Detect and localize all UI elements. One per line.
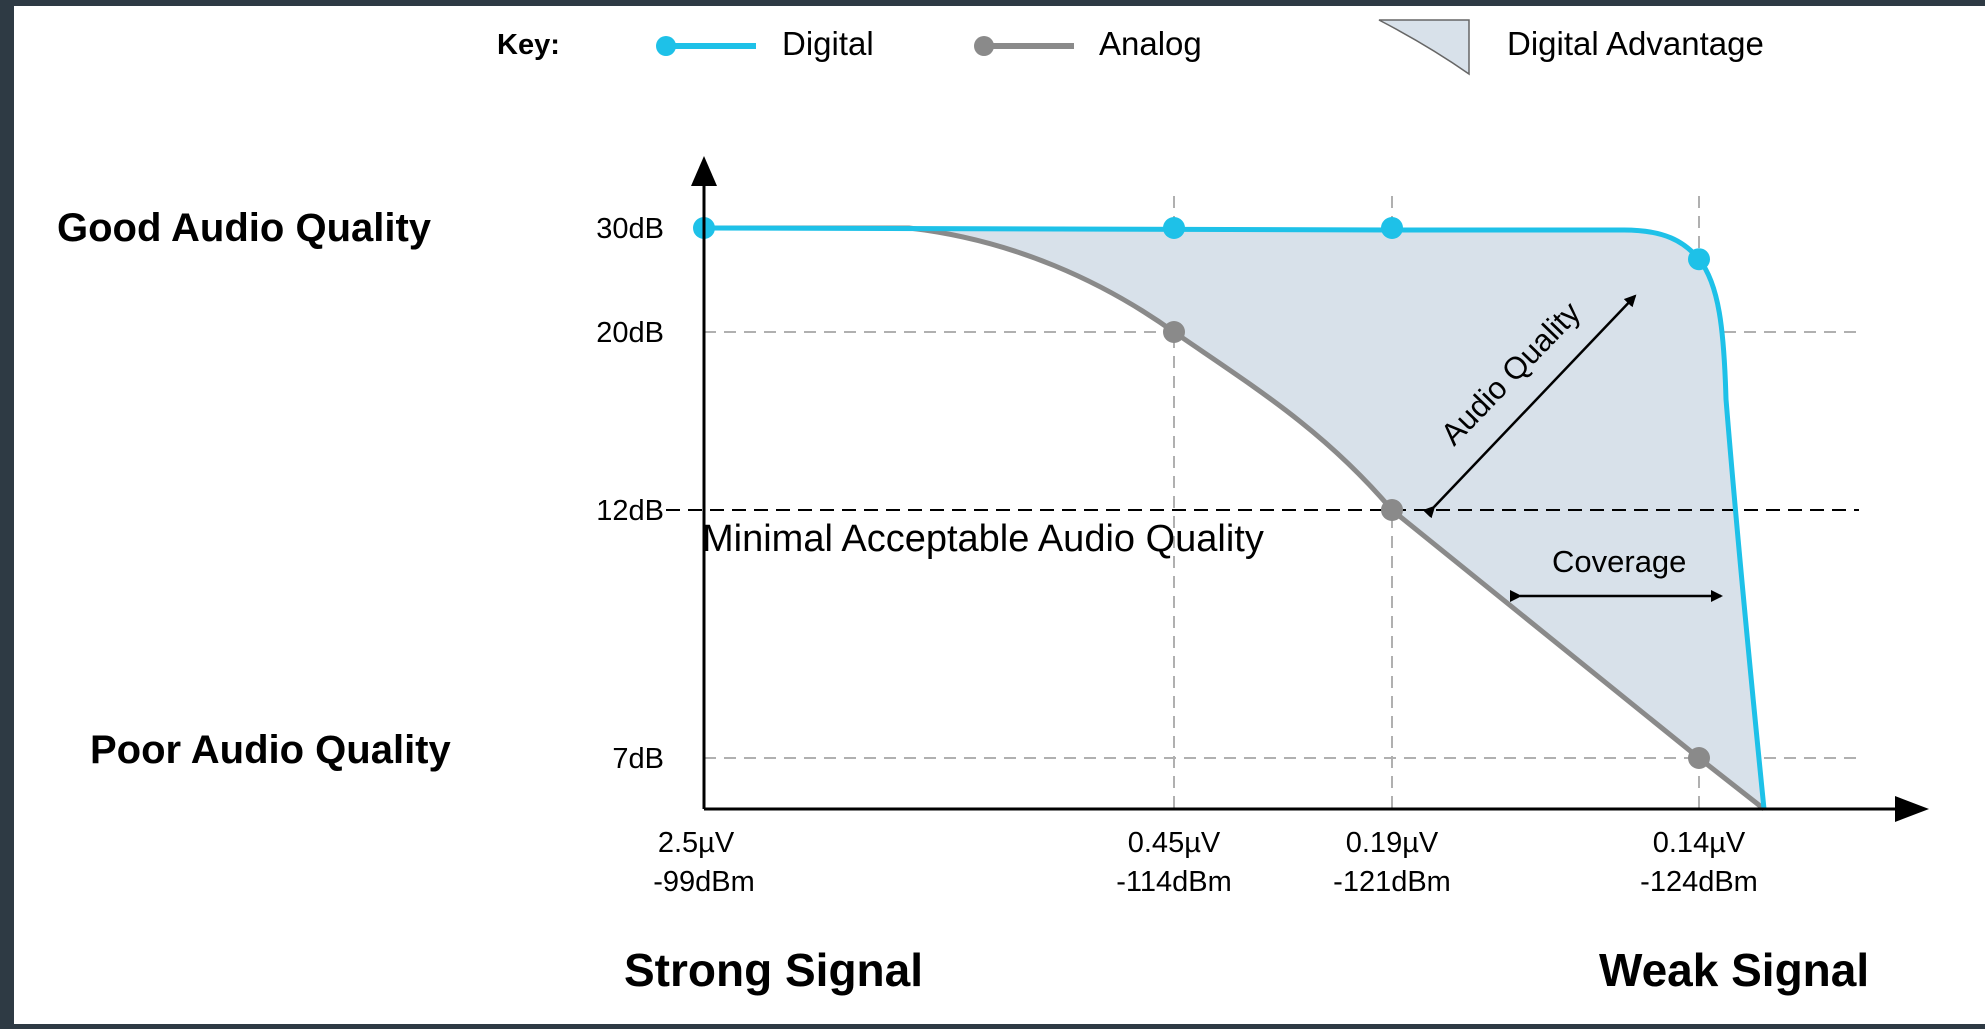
x-tick-label-dbm: -99dBm bbox=[653, 866, 755, 898]
tick-labels: 30dB 20dB 12dB 7dB 2.5µV -99dBm 0.45µV -114dBm 0… bbox=[596, 213, 1758, 898]
legend-advantage-swatch bbox=[1378, 19, 1470, 76]
x-tick-label-dbm: -124dBm bbox=[1640, 866, 1758, 898]
y-axis-arrow bbox=[691, 156, 717, 186]
legend-key-label: Key: bbox=[497, 29, 560, 61]
analog-point bbox=[1688, 747, 1710, 769]
audio-quality-arrow bbox=[1422, 294, 1637, 519]
y-tick-label: 30dB bbox=[596, 213, 664, 245]
chart: Key: Digital Analog Digital Advantage Go… bbox=[57, 19, 1929, 996]
y-tick-label: 7dB bbox=[612, 743, 664, 775]
legend-analog-label: Analog bbox=[1099, 25, 1202, 62]
chart-frame: Key: Digital Analog Digital Advantage Go… bbox=[14, 6, 1985, 1024]
series bbox=[693, 217, 1767, 811]
legend-analog-marker bbox=[974, 36, 994, 56]
digital-line bbox=[703, 225, 1767, 810]
x-tick-label-uv: 0.19µV bbox=[1346, 827, 1439, 859]
digital-point bbox=[1688, 248, 1710, 271]
x-tick-label-uv: 0.14µV bbox=[1653, 827, 1746, 859]
axes bbox=[691, 156, 1929, 822]
coverage-label: Coverage bbox=[1552, 544, 1686, 579]
poor-quality-label: Poor Audio Quality bbox=[90, 728, 451, 772]
x-axis-arrow bbox=[1895, 796, 1929, 822]
x-tick-label-uv: 2.5µV bbox=[658, 827, 735, 859]
weak-signal-label: Weak Signal bbox=[1599, 944, 1869, 996]
legend-advantage-label: Digital Advantage bbox=[1507, 25, 1764, 62]
legend: Key: Digital Analog Digital Advantage bbox=[497, 19, 1764, 76]
x-tick-label-dbm: -114dBm bbox=[1116, 866, 1232, 898]
y-tick-label: 20dB bbox=[596, 317, 664, 349]
strong-signal-label: Strong Signal bbox=[624, 944, 923, 996]
analog-point bbox=[1381, 499, 1403, 521]
analog-point bbox=[1163, 321, 1185, 343]
digital-point bbox=[1381, 217, 1403, 239]
coverage-annotation: Coverage bbox=[1510, 544, 1723, 602]
x-tick-label-uv: 0.45µV bbox=[1128, 827, 1221, 859]
x-tick-label-dbm: -121dBm bbox=[1333, 866, 1451, 898]
legend-digital-label: Digital bbox=[782, 25, 874, 62]
legend-digital-marker bbox=[656, 36, 676, 56]
threshold-label: Minimal Acceptable Audio Quality bbox=[702, 518, 1264, 560]
y-tick-label: 12dB bbox=[596, 495, 664, 527]
good-quality-label: Good Audio Quality bbox=[57, 206, 432, 250]
digital-point bbox=[1163, 217, 1185, 239]
